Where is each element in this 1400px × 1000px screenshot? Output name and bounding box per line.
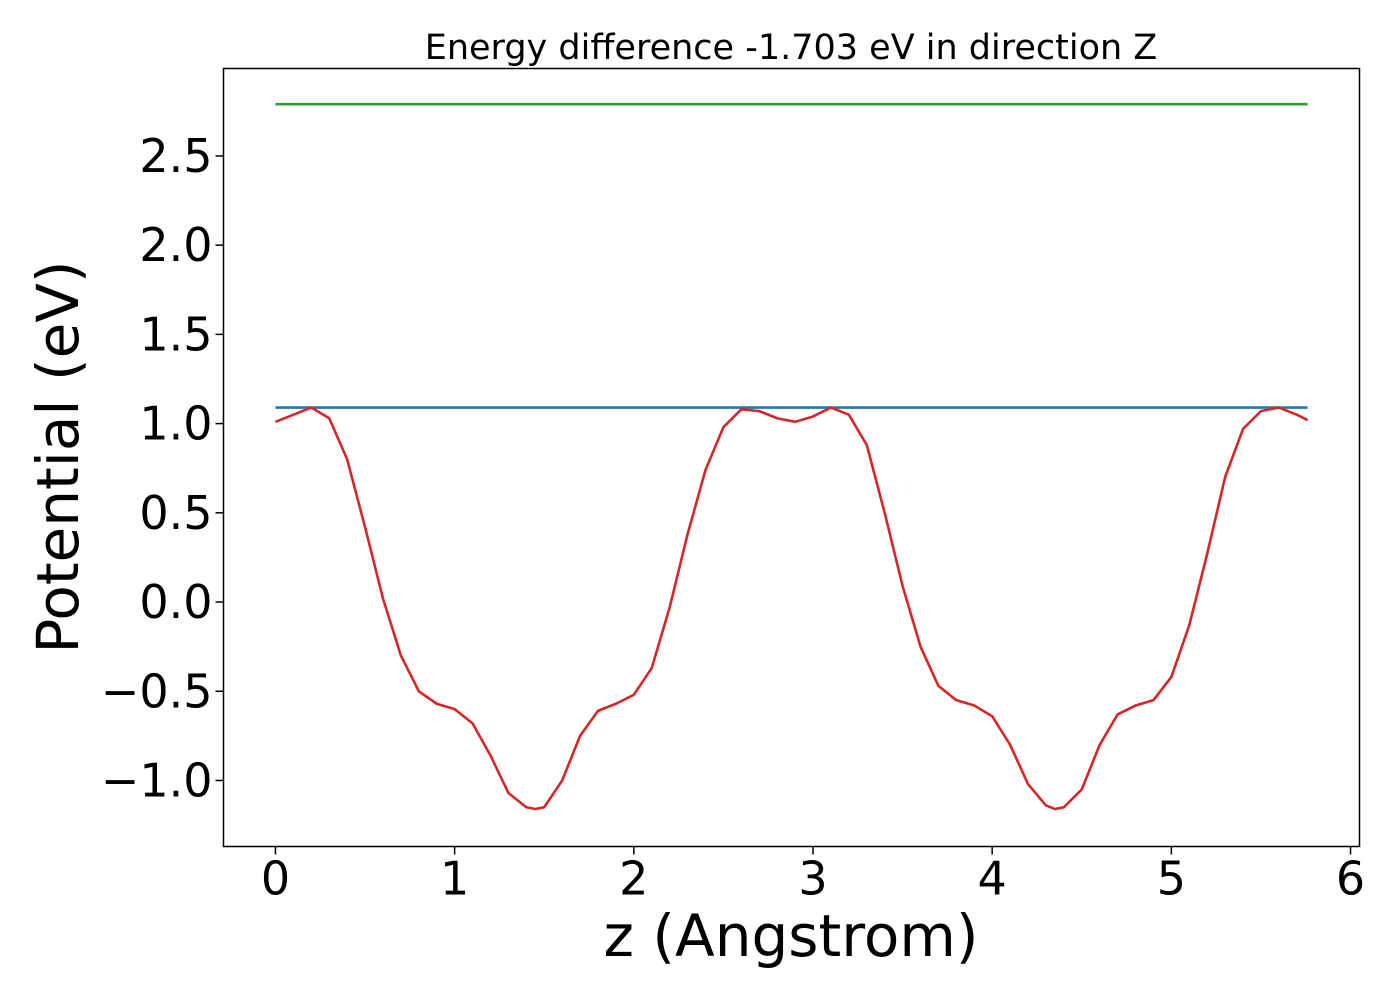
y-tick-label: 2.5 [139, 129, 212, 183]
x-tick-label: 1 [440, 852, 469, 906]
series-layer [274, 102, 1309, 811]
y-tick-label: −0.5 [101, 664, 213, 718]
potential-curve [274, 406, 1309, 811]
x-axis-label: z (Angstrom) [604, 902, 979, 970]
x-tick-label: 3 [798, 852, 827, 906]
chart-title: Energy difference -1.703 eV in direction… [425, 28, 1158, 68]
x-tick-label: 4 [978, 852, 1007, 906]
x-tick-label: 5 [1157, 852, 1186, 906]
x-tick-label: 0 [261, 852, 290, 906]
y-tick-label: −1.0 [101, 753, 213, 807]
x-axis-ticks: 0 1 2 3 4 5 6 [261, 846, 1365, 906]
plot-frame [222, 67, 1361, 848]
y-tick-label: 0.0 [139, 575, 212, 629]
y-axis-ticks: −1.0 −0.5 0.0 0.5 1.0 1.5 2.0 2.5 [101, 129, 224, 807]
y-tick-label: 1.0 [139, 397, 212, 451]
y-tick-label: 2.0 [139, 218, 212, 272]
y-tick-label: 0.5 [139, 486, 212, 540]
y-axis-label: Potential (eV) [24, 260, 92, 653]
y-tick-label: 1.5 [139, 307, 212, 361]
x-tick-label: 2 [619, 852, 648, 906]
x-tick-label: 6 [1336, 852, 1365, 906]
